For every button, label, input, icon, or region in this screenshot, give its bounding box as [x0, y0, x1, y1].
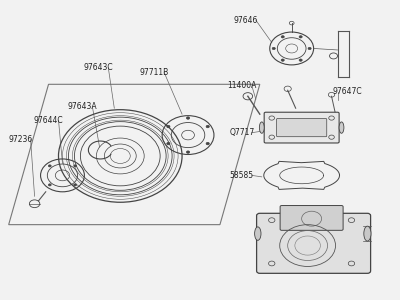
- Circle shape: [74, 165, 76, 167]
- Circle shape: [48, 165, 51, 167]
- Circle shape: [167, 142, 170, 145]
- Circle shape: [206, 142, 209, 145]
- Circle shape: [272, 47, 275, 50]
- Circle shape: [299, 59, 302, 61]
- Ellipse shape: [255, 227, 261, 240]
- Circle shape: [308, 47, 311, 50]
- Text: 97647C: 97647C: [333, 87, 362, 96]
- Circle shape: [186, 117, 190, 119]
- Circle shape: [281, 36, 284, 38]
- Circle shape: [186, 151, 190, 153]
- Circle shape: [281, 59, 284, 61]
- Text: 97646: 97646: [234, 16, 258, 25]
- Text: Q7717: Q7717: [229, 128, 254, 137]
- Text: 97643C: 97643C: [84, 63, 113, 72]
- FancyBboxPatch shape: [280, 206, 343, 230]
- FancyBboxPatch shape: [264, 112, 339, 143]
- Circle shape: [74, 184, 76, 186]
- Text: 58585: 58585: [230, 171, 254, 180]
- Ellipse shape: [339, 122, 344, 133]
- FancyBboxPatch shape: [276, 118, 327, 137]
- FancyBboxPatch shape: [257, 213, 371, 273]
- Ellipse shape: [364, 226, 371, 241]
- Text: 97643A: 97643A: [68, 102, 97, 111]
- Circle shape: [48, 184, 51, 186]
- Text: 97644C: 97644C: [34, 116, 63, 124]
- Circle shape: [206, 125, 209, 128]
- Circle shape: [167, 125, 170, 128]
- Ellipse shape: [259, 122, 264, 133]
- Text: 97711B: 97711B: [140, 68, 169, 77]
- Text: 97236: 97236: [8, 135, 33, 144]
- Circle shape: [299, 36, 302, 38]
- Text: 11400A: 11400A: [227, 81, 256, 90]
